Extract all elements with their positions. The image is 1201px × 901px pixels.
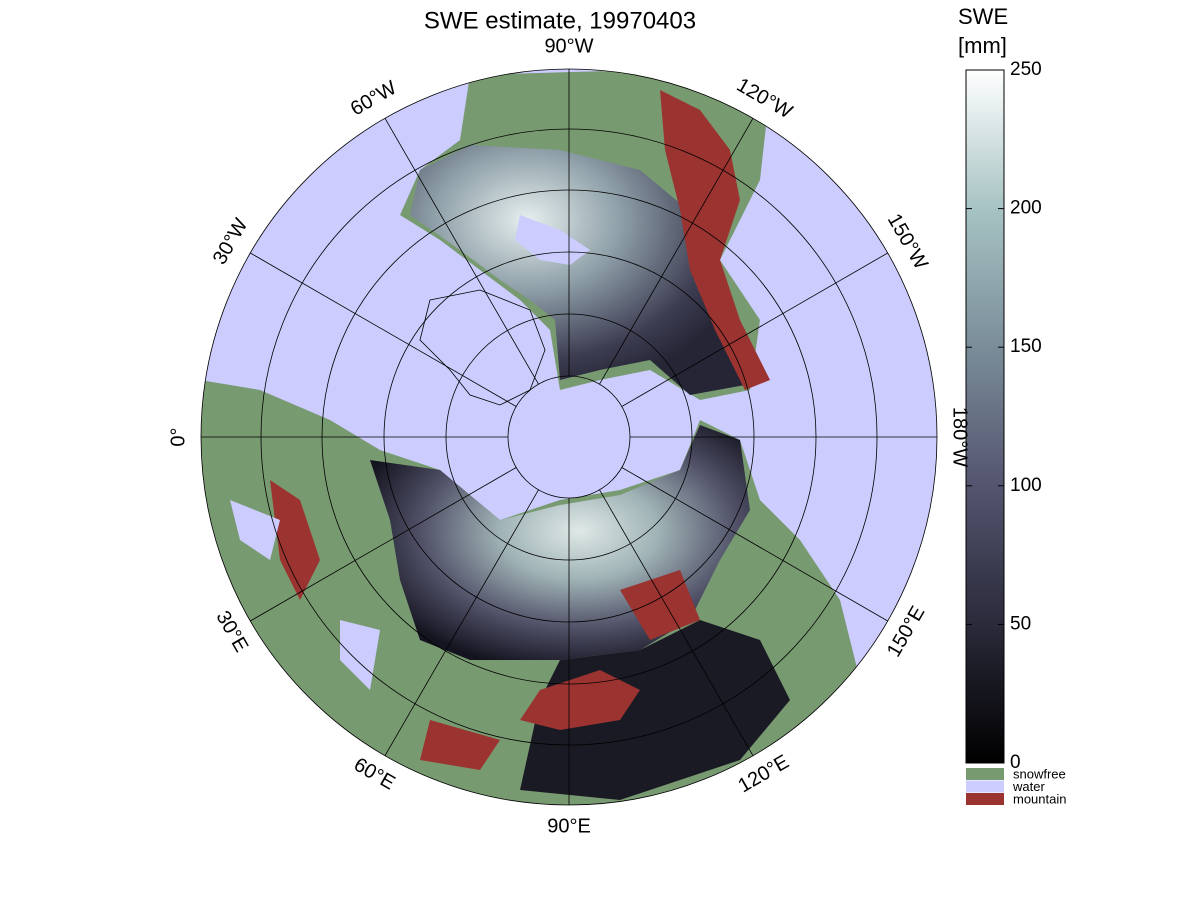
map-disk: [201, 69, 937, 805]
colorbar-tick-label: 150: [1010, 336, 1042, 357]
graticule: [200, 68, 938, 806]
legend-swatch: [966, 768, 1004, 780]
meridian: [250, 467, 517, 622]
colorbar-tick-label: 250: [1010, 59, 1042, 80]
meridian-label: 30°E: [211, 607, 252, 656]
map-title: SWE estimate, 19970403: [424, 7, 696, 34]
meridian-label: 60°E: [350, 754, 399, 795]
colorbar-ramp: [965, 69, 1005, 764]
mountain-rockies: [660, 90, 770, 390]
meridian-label: 90°W: [544, 35, 593, 57]
colorbar-tick-label: 100: [1010, 475, 1042, 496]
greenland: [419, 289, 546, 406]
inland-seas: [230, 500, 380, 690]
hudson-bay: [515, 215, 590, 265]
colorbar-tick-label: 200: [1010, 198, 1042, 219]
snow-siberia-shallow: [520, 620, 790, 800]
meridian: [621, 252, 888, 407]
legend-swatch: [966, 793, 1004, 805]
meridian: [599, 118, 754, 385]
legend-label: mountain: [1013, 791, 1066, 806]
meridian-label: 0°: [167, 427, 189, 446]
mountain-asia: [270, 480, 700, 770]
meridian: [384, 489, 539, 756]
meridian: [384, 118, 539, 385]
meridian: [621, 467, 888, 622]
legend-label: water: [1012, 779, 1045, 794]
colorbar: SWE [mm] 0 50 100 150 200 250 snowfreewatermou…: [958, 4, 1066, 807]
meridian: [599, 489, 754, 756]
colorbar-tick-label: 50: [1010, 613, 1031, 634]
meridian: [250, 252, 517, 407]
legend-label: snowfree: [1013, 766, 1066, 781]
legend-swatch: [966, 780, 1004, 793]
colorbar-label: [mm]: [958, 33, 1007, 58]
meridian-label: 90°E: [547, 815, 591, 837]
colorbar-tick-label: 0: [1010, 752, 1021, 773]
colorbar-label: SWE: [958, 4, 1008, 29]
meridian-label: 180°W: [949, 407, 971, 467]
